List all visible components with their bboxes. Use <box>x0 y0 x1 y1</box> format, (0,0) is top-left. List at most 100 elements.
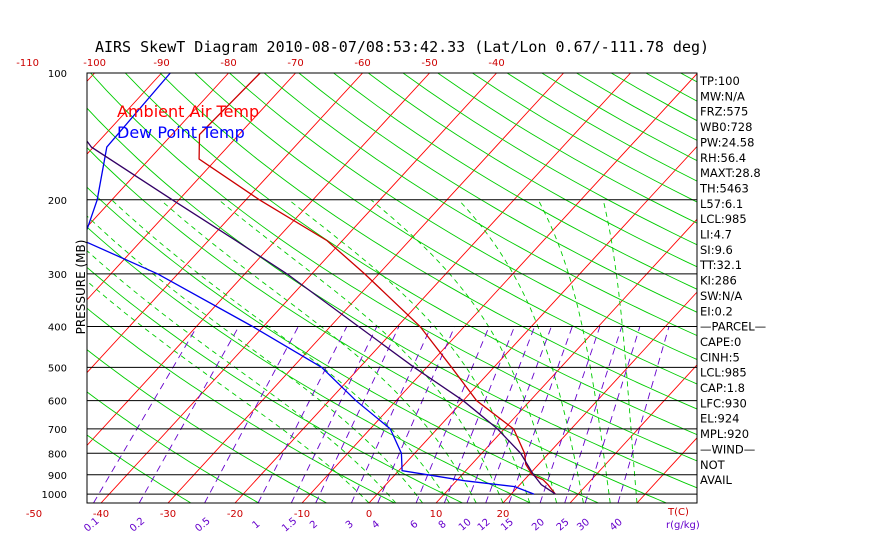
stability-index-label: LCL:985 <box>700 366 747 380</box>
mixing-ratio-line <box>485 326 552 503</box>
mixing-ratio-tick-label: 6 <box>409 519 421 532</box>
stability-index-label: NOT <box>700 458 726 472</box>
stability-index-label: L57:6.1 <box>700 197 743 211</box>
stability-index-label: AVAIL <box>700 473 733 487</box>
pressure-tick-labels: 100 200 300 400 500 600 700 800 900 1000 <box>42 69 67 501</box>
isotherm-line <box>167 73 564 503</box>
parcel-line <box>87 140 556 495</box>
isotherm-line <box>87 73 162 155</box>
stability-index-label: SI:9.6 <box>700 243 733 257</box>
stability-index-label: TH:5463 <box>699 181 749 195</box>
dry-adiabat-line <box>87 434 192 503</box>
dry-adiabat-line <box>472 73 697 203</box>
isotherm-line <box>87 73 229 228</box>
stability-index-label: LFC:930 <box>700 396 747 410</box>
stability-index-label: TT:32.1 <box>699 258 742 272</box>
dry-adiabat-line <box>263 73 697 337</box>
dry-adiabat-line <box>87 307 395 503</box>
mixing-ratio-tick-label: 2 <box>308 519 320 532</box>
mixing-ratio-tick-label: 20 <box>530 517 547 534</box>
mixing-ratio-line <box>584 326 641 503</box>
isotherm-line <box>87 73 363 374</box>
isotherm-line <box>569 364 697 503</box>
pressure-tick-label: 300 <box>48 270 67 281</box>
bottom-temperature-tick-label: 20 <box>497 509 510 520</box>
dry-adiabat-line <box>402 73 697 246</box>
dry-adiabat-line <box>750 73 870 503</box>
plot-frame <box>86 72 698 504</box>
moist-adiabat-line <box>160 199 477 503</box>
pressure-tick-label: 500 <box>48 363 67 374</box>
bottom-temperature-tick-label: 10 <box>430 509 443 520</box>
mixing-ratio-line <box>290 326 378 503</box>
mixing-ratio-line <box>564 326 623 503</box>
mixing-ratio-tick-labels: 0.1 0.2 0.5 1 1.5 2 3 4 6 8 10 12 15 20 25 30 40 <box>82 516 625 535</box>
isotherm-line <box>368 145 697 503</box>
stability-index-label: CAPE:0 <box>700 335 741 349</box>
stability-index-label: —PARCEL— <box>700 320 766 334</box>
dry-adiabat-line <box>194 73 697 385</box>
isotherm-line <box>87 73 296 301</box>
isotherm-line <box>502 291 697 503</box>
dry-adiabat-line <box>87 146 667 503</box>
dry-adiabat-line <box>90 73 697 462</box>
bottom-temperature-tick-label: -10 <box>294 509 310 520</box>
y-axis-label: PRESSURE (MB) <box>74 240 88 335</box>
isotherm-line <box>771 73 870 503</box>
stability-index-label: —WIND— <box>700 442 755 456</box>
pressure-tick-label: 200 <box>48 196 67 207</box>
top-temperature-tick-labels: -120-110-100-90-80-70-60-50-40 <box>16 58 505 69</box>
top-temperature-tick-label: -110 <box>16 58 39 69</box>
bottom-temperature-tick-label: -50 <box>26 509 42 520</box>
dry-adiabat-line <box>229 73 697 361</box>
stability-index-label: MAXT:28.8 <box>700 166 761 180</box>
stability-index-label: PW:24.58 <box>700 135 754 149</box>
top-temperature-tick-label: -70 <box>287 58 303 69</box>
top-temperature-tick-label: -90 <box>153 58 169 69</box>
dry-adiabat-line <box>87 266 463 503</box>
pressure-tick-label: 600 <box>48 397 67 408</box>
stability-index-label: EI:0.2 <box>700 304 733 318</box>
dry-adiabat-line <box>87 391 260 503</box>
mixing-ratio-tick-label: 3 <box>344 519 356 532</box>
dry-adiabat-line <box>87 226 531 503</box>
top-temperature-tick-label: -100 <box>83 58 106 69</box>
moist-adiabat-line <box>87 215 423 503</box>
top-temperature-tick-label: -50 <box>421 58 437 69</box>
top-temperature-tick-label: -40 <box>488 58 504 69</box>
mixing-ratio-tick-label: 1 <box>251 519 263 532</box>
legend: Ambient Air Temp Dew Point Temp <box>117 102 259 142</box>
bottom-temperature-tick-label: -40 <box>93 509 109 520</box>
pressure-tick-label: 100 <box>48 69 67 80</box>
stability-index-label: EL:924 <box>700 412 740 426</box>
dew-point-temp-line <box>87 73 535 495</box>
stability-index-label: CAP:1.8 <box>700 381 745 395</box>
chart-title: AIRS SkewT Diagram 2010-08-07/08:53:42.3… <box>95 38 709 56</box>
dry-adiabat-line <box>645 73 697 102</box>
dry-adiabat-line <box>333 73 697 290</box>
mixing-ratio-line <box>93 326 198 503</box>
pressure-tick-label: 400 <box>48 323 67 334</box>
mixing-ratio-tick-label: 40 <box>608 517 625 534</box>
mixing-ratio-tick-label: 0.5 <box>193 516 212 535</box>
mixing-ratio-line <box>617 326 670 503</box>
bottom-temperature-tick-label: -30 <box>160 509 176 520</box>
moist-adiabat-line <box>87 280 370 503</box>
dry-adiabat-line <box>159 73 697 410</box>
mixing-ratio-tick-label: 0.2 <box>128 516 147 535</box>
mixing-ratio-line <box>466 326 536 503</box>
stability-index-label: LCL:985 <box>700 212 747 226</box>
stability-index-label: CINH:5 <box>700 350 740 364</box>
stability-index-label: WB0:728 <box>700 120 752 134</box>
isotherm-line <box>435 218 697 503</box>
dry-adiabat-line <box>506 73 697 182</box>
mixing-ratio-tick-label: 8 <box>437 519 449 532</box>
mixing-ratio-line <box>315 326 400 503</box>
dry-adiabat-line <box>368 73 697 268</box>
bottom-temperature-tick-labels: -50 -40 -30 -20 -10 0 10 20 <box>26 509 510 520</box>
legend-entry: Ambient Air Temp <box>117 102 259 121</box>
stability-index-label: TP:100 <box>699 74 740 88</box>
mixing-ratio-line <box>204 326 299 503</box>
mixing-ratio-unit-label: r(g/kg) <box>666 520 700 531</box>
